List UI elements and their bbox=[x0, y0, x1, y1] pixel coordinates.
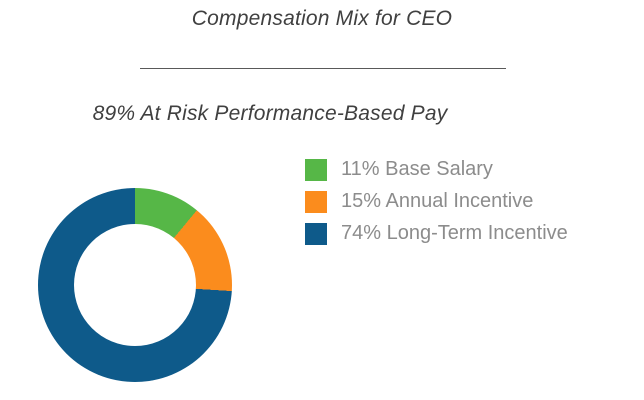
chart-title: Compensation Mix for CEO bbox=[191, 7, 453, 30]
legend-label-base-salary: 11% Base Salary bbox=[341, 158, 493, 180]
legend-swatch-annual-incentive bbox=[305, 190, 327, 213]
legend-label-annual-incentive: 15% Annual Incentive bbox=[341, 190, 534, 212]
chart-legend: 11% Base Salary 15% Annual Incentive 74%… bbox=[305, 158, 568, 245]
donut-hole bbox=[74, 224, 196, 346]
legend-item-base-salary: 11% Base Salary bbox=[305, 158, 568, 181]
donut-chart bbox=[38, 188, 232, 382]
chart-subtitle: 89% At Risk Performance-Based Pay bbox=[92, 102, 448, 125]
legend-item-long-term-incentive: 74% Long-Term Incentive bbox=[305, 222, 568, 245]
legend-label-long-term-incentive: 74% Long-Term Incentive bbox=[341, 222, 568, 244]
legend-swatch-long-term-incentive bbox=[305, 222, 327, 245]
legend-item-annual-incentive: 15% Annual Incentive bbox=[305, 190, 568, 213]
legend-swatch-base-salary bbox=[305, 158, 327, 181]
title-underline bbox=[140, 68, 506, 69]
